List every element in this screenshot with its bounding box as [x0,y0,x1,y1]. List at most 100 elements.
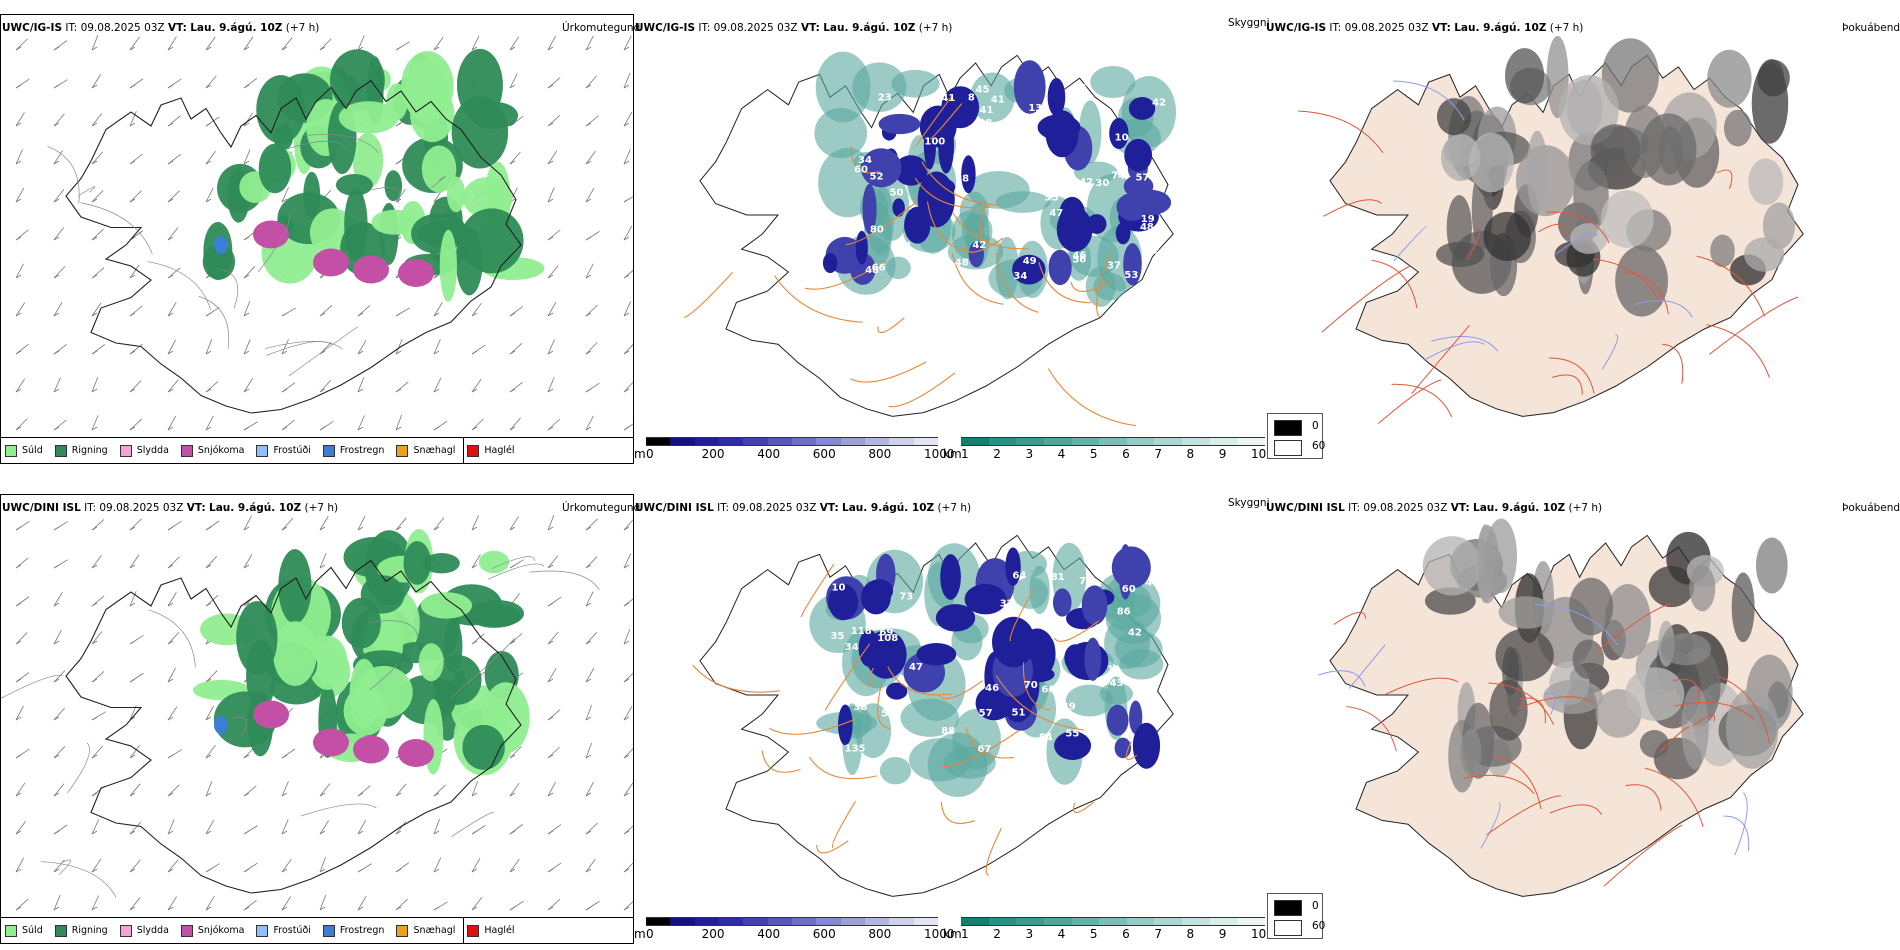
cloudbase-colorbar-segment [743,917,769,926]
legend-item-haglél: Haglél [467,444,515,457]
legend-item-frostregn: Frostregn [322,924,384,937]
legend-item-frostregn: Frostregn [322,444,384,457]
legend-label: Frostúði [273,925,311,936]
it-value: 09.08.2025 03Z [1344,22,1429,34]
legend-label: Snjókoma [197,445,245,456]
visibility-colorbar-segment [1182,917,1211,926]
lead-time: (+7 h) [937,502,972,514]
visibility-colorbar-segment [1016,437,1045,446]
cloudbase-value-label: 42 [1152,98,1166,109]
legend-item-slydda: Slydda [119,444,169,457]
cloudbase-value-label: 55 [1065,729,1079,740]
vt-label: VT: [1431,22,1451,34]
visibility-colorbar-segment [1209,917,1238,926]
cloudbase-colorbar-tick: 600 [812,927,836,941]
vt-value: Lau. 9.ágú. 10Z [1454,22,1547,34]
it-value: 09.08.2025 03Z [732,502,817,514]
cloudbase-colorbar-segment [767,917,793,926]
cloudbase-colorbar-segment [719,437,744,446]
fog-legend-swatch [1274,420,1302,436]
cloudbase-value-label: 108 [877,633,898,644]
vt-value: Lau. 9.ágú. 10Z [842,502,935,514]
visibility-colorbar-segment [1237,437,1266,446]
cloudbase-value-label: 45 [976,84,990,95]
lead-time: (+7 h) [1549,22,1584,34]
cloudbase-colorbar-segment [816,917,842,926]
it-label: IT: [1329,22,1342,34]
cloudbase-colorbar-segment [694,437,720,446]
visibility-colorbar-tick: 10 [1251,447,1267,461]
cloudbase-value-label: 46 [1073,83,1087,94]
model-name: UWC/IG-IS [635,22,696,34]
cloudbase-value-label: 23 [878,93,892,104]
cloudbase-colorbar-tick: 400 [757,447,781,461]
legend-item-frostúði: Frostúði [256,924,311,937]
cloudbase-colorbar-tick: 800 [868,927,892,941]
cloudbase-value-label: 34 [1013,271,1027,282]
cloudbase-colorbar-tick: 0 [646,927,654,941]
cloudbase-value-label: 54 [898,241,912,252]
legend-swatch [256,924,269,937]
visibility-colorbar-tick: 2 [993,447,1001,461]
precip-type-map-row2 [1,514,633,911]
cloudbase-value-label: 41 [941,93,955,104]
cloudbase-colorbar-segment [889,437,915,446]
cloudbase-value-label: 43 [1110,678,1124,689]
cloudbase-value-label: 34 [858,155,872,166]
cloudbase-map-row1: 4241384258521063748465446134248531041727… [684,51,1177,427]
visibility-colorbar-tick: 5 [1089,447,1098,461]
cloudbase-value-label: 48 [955,258,969,269]
fog-legend-label: 60 [1312,440,1326,452]
cloudbase-value-label: 19 [1141,214,1155,225]
cloudbase-value-label: 46 [985,683,999,694]
cloudbase-value-label: 72 [1146,246,1160,257]
cloudbase-colorbar-segment [670,437,696,446]
visibility-colorbar-tick: 6 [1122,927,1130,941]
visibility-colorbar-tick: 8 [1186,447,1195,461]
cloudbase-value-label: 74 [1111,170,1125,181]
fog-legend-row2: 0 60 [1267,893,1325,939]
panel-header-row2-precip: UWC/DINI ISL IT: 09.08.2025 03Z VT: Lau.… [2,502,338,514]
it-label: IT: [698,22,711,34]
legend-item-snjókoma: Snjókoma [180,924,244,937]
cloudbase-value-label: 57 [979,708,993,719]
cloudbase-colorbar-unit: m [634,447,646,461]
cloudbase-colorbar-segment [792,917,817,926]
lead-time: (+7 h) [1568,502,1603,514]
legend-swatch [396,444,409,457]
legend-swatch [5,444,17,457]
cloudbase-value-label: 30 [1095,178,1109,189]
fog-legend-label: 0 [1312,900,1319,912]
visibility-colorbar-tick: 7 [1154,927,1162,941]
cloudbase-value-label: 52 [869,171,883,182]
legend-item-snjókoma: Snjókoma [180,444,245,457]
cloudbase-value-label: 13 [1028,103,1042,114]
panel-title-fog-row1: Þokuábendi [1842,22,1900,34]
cloudbase-value-label: 80 [870,225,884,236]
cloudbase-value-label: 41 [991,95,1005,106]
legend-swatch [54,924,67,937]
legend-swatch [5,924,17,937]
legend-item-slydda: Slydda [119,924,169,937]
cloudbase-colorbar-row2: m 0 200 400 600 800 1000 [634,917,955,941]
legend-label: Snæhagl [413,445,456,456]
legend-label: Súld [22,925,43,936]
legend-swatch [322,924,335,937]
lead-time: (+7 h) [285,22,320,34]
visibility-colorbar-tick: 9 [1218,447,1227,461]
cloudbase-colorbar-segment [743,437,769,446]
precip-legend-row2: Súld Rigning Slydda Snjókoma Frostúði Frostre… [1,917,633,943]
vt-label: VT: [1450,502,1470,514]
cloudbase-value-label: 66 [872,263,886,274]
legend-label: Haglél [484,925,515,936]
cloudbase-value-label: 48 [1140,222,1154,233]
panel-title-precip-row1: Úrkomutegund [562,22,641,34]
visibility-colorbar-tick: 5 [1089,927,1098,941]
cloudbase-value-label: 72 [1079,576,1093,587]
it-value: 09.08.2025 03Z [1363,502,1448,514]
cloudbase-value-label: 88 [941,726,955,737]
legend-label: Rigning [71,925,108,936]
cloudbase-colorbar-segment [646,437,671,446]
legend-item-snæhagl: Snæhagl [396,924,455,937]
visibility-colorbar-segment [1043,917,1073,926]
